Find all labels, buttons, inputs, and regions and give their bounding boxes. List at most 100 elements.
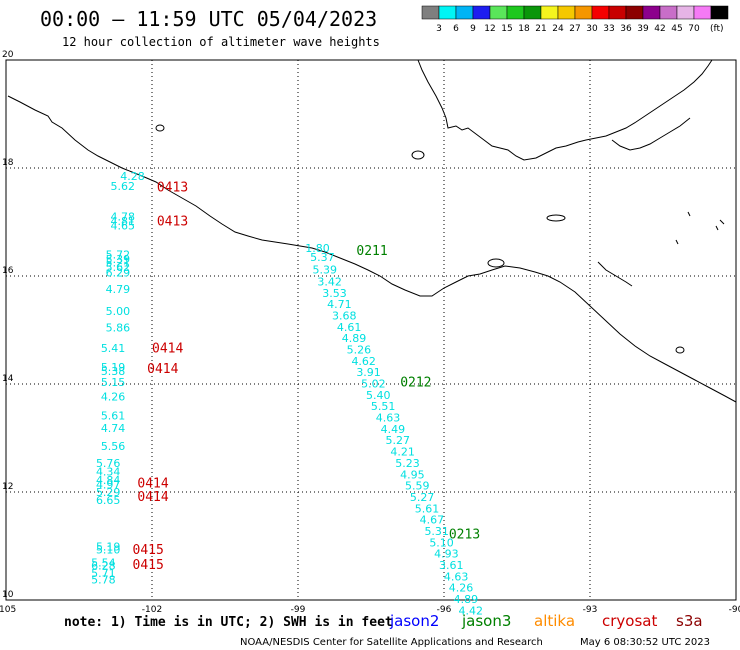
longitude-tick-label: -93: [583, 605, 598, 615]
swh-value-label: 5.02: [361, 378, 386, 391]
swh-value-label: 5.37: [310, 251, 335, 264]
colorbar-tick-label: 24: [552, 24, 564, 34]
colorbar-tick-label: 9: [470, 24, 476, 34]
swh-value-label: 5.86: [106, 321, 131, 334]
swh-value-label: 5.27: [410, 491, 435, 504]
footer-credit: NOAA/NESDIS Center for Satellite Applica…: [240, 637, 543, 648]
footer-timestamp: May 6 08:30:52 UTC 2023: [580, 637, 710, 648]
swh-value-label: 4.95: [400, 468, 425, 481]
colorbar-swatch: [574, 5, 593, 20]
colorbar-swatch: [489, 5, 508, 20]
latitude-tick-label: 20: [2, 50, 14, 60]
swh-value-label: 4.84: [96, 474, 121, 487]
colorbar-tick-label: 45: [671, 24, 682, 34]
longitude-tick-label: -96: [437, 605, 452, 615]
island-yucatan-line: [675, 211, 725, 245]
swh-value-label: 5.21: [106, 257, 131, 270]
legend-altika: altika: [534, 612, 575, 630]
colorbar-swatch: [438, 5, 457, 20]
swh-value-label: 4.74: [101, 422, 126, 435]
swh-value-label: 5.27: [386, 434, 411, 447]
colorbar-swatch: [693, 5, 712, 20]
swh-value-label: 5.41: [101, 342, 126, 355]
latitude-tick-label: 10: [2, 590, 14, 600]
colorbar-swatch: [625, 5, 644, 20]
swh-value-label: 3.91: [356, 366, 381, 379]
island-guerrero: [155, 124, 165, 132]
pass-time-label: 0413: [157, 215, 188, 230]
longitude-tick-label: -102: [142, 605, 162, 615]
map-title: 00:00 – 11:59 UTC 05/04/2023: [40, 7, 377, 31]
colorbar-tick-label: 70: [688, 24, 700, 34]
swh-value-label: 5.61: [415, 502, 440, 515]
legend-jason3: jason3: [461, 612, 511, 630]
swh-value-label: 4.63: [376, 412, 401, 425]
colorbar-tick-label: 27: [569, 24, 580, 34]
swh-value-label: 4.63: [444, 570, 469, 583]
swh-value-label: 5.56: [101, 440, 126, 453]
map-frame: [5, 59, 737, 601]
map-subtitle: 12 hour collection of altimeter wave hei…: [62, 35, 380, 49]
pass-time-label: 0415: [133, 558, 164, 573]
colorbar-tick-label: 36: [620, 24, 632, 34]
island-campeche: [675, 346, 685, 354]
satellite-legend: jason2 jason3 altika cryosat s3a: [389, 612, 703, 630]
swh-value-label: 5.39: [106, 253, 131, 266]
colorbar-swatch: [591, 5, 610, 20]
swh-value-label: 6.29: [106, 266, 131, 279]
swh-value-label: 5.10: [96, 543, 121, 556]
swh-value-label: 4.71: [327, 298, 352, 311]
swh-value-label: 5.38: [101, 365, 126, 378]
pass-time-label: 0415: [133, 543, 164, 558]
swh-value-label: 4.61: [337, 321, 362, 334]
gulf-of-mexico-coast-line: [417, 59, 713, 161]
latitude-tick-label: 16: [2, 266, 14, 276]
swh-value-label: 5.00: [106, 305, 131, 318]
swh-value-label: 3.42: [317, 275, 342, 288]
swh-value-label: 5.51: [371, 400, 396, 413]
swh-value-label: 4.42: [459, 604, 484, 617]
colorbar-swatch: [540, 5, 559, 20]
swh-value-label: 5.26: [347, 344, 372, 357]
swh-value-label: 5.19: [96, 541, 121, 554]
swh-value-label: 4.26: [101, 391, 126, 404]
swh-value-label: 5.72: [106, 248, 131, 261]
latitude-tick-label: 18: [2, 158, 14, 168]
pass-time-label: 0212: [400, 375, 431, 390]
colorbar-tick-label: 30: [586, 24, 598, 34]
colorbar-swatch: [608, 5, 627, 20]
colorbar-tick-label: 39: [637, 24, 649, 34]
swh-value-label: 5.23: [395, 457, 420, 470]
swh-value-label: 4.26: [449, 582, 474, 595]
swh-value-label: 5.62: [106, 261, 131, 274]
pass-time-label: 0413: [157, 180, 188, 195]
pass-time-label: 0211: [356, 244, 387, 259]
island-tabasco: [546, 214, 566, 222]
swh-value-label: 5.71: [91, 567, 116, 580]
swh-value-label: 5.61: [101, 409, 126, 422]
lagoon-chiapas-line: [597, 261, 633, 287]
legend-s3a: s3a: [676, 612, 703, 630]
swh-value-label: 4.49: [381, 423, 406, 436]
colorbar-tick-label: 12: [484, 24, 495, 34]
island-veracruz: [411, 150, 425, 160]
swh-value-label: 5.40: [366, 389, 391, 402]
swh-value-label: 3.53: [322, 287, 347, 300]
legend-cryosat: cryosat: [602, 612, 657, 630]
pass-time-label: 0414: [137, 490, 168, 505]
island-isthmus: [487, 258, 505, 268]
latitude-tick-label: 14: [2, 374, 14, 384]
swh-value-label: 5.10: [429, 536, 454, 549]
swh-value-label: 5.54: [91, 556, 116, 569]
colorbar-swatch: [421, 5, 440, 20]
swh-value-label: 4.28: [120, 170, 145, 183]
swh-value-label: 4.78: [111, 211, 136, 224]
swh-value-label: 4.21: [390, 446, 415, 459]
swh-value-label: 5.39: [313, 264, 338, 277]
pass-time-label: 0213: [449, 528, 480, 543]
swh-value-label: 5.31: [424, 525, 449, 538]
swh-value-label: 6.65: [96, 494, 121, 507]
swh-value-label: 4.67: [420, 514, 445, 527]
